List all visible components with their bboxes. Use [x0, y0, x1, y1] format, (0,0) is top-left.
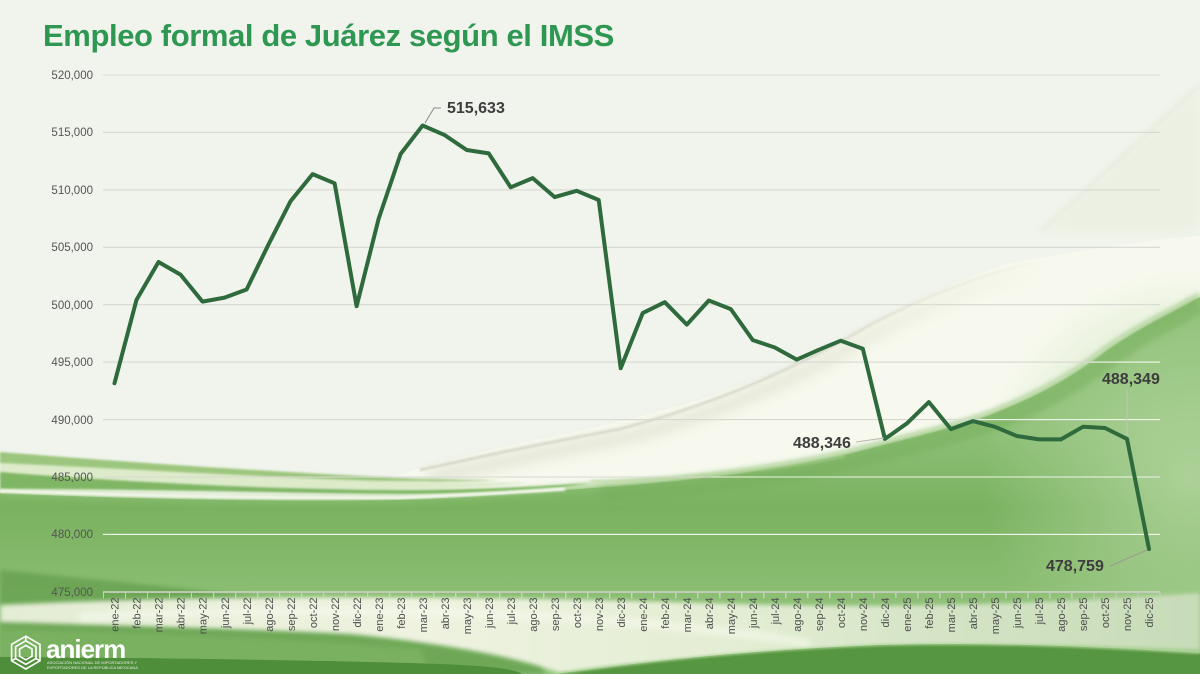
- svg-text:may-24: may-24: [726, 598, 738, 635]
- svg-text:480,000: 480,000: [51, 529, 93, 541]
- svg-text:jul-24: jul-24: [770, 598, 782, 626]
- svg-text:ene-25: ene-25: [902, 598, 914, 632]
- svg-text:oct-23: oct-23: [572, 598, 584, 629]
- svg-text:520,000: 520,000: [51, 70, 93, 82]
- svg-text:abr-22: abr-22: [176, 598, 188, 630]
- svg-text:ago-23: ago-23: [528, 598, 540, 632]
- svg-text:ene-24: ene-24: [638, 598, 650, 632]
- svg-text:may-25: may-25: [990, 598, 1002, 635]
- svg-text:dic-25: dic-25: [1144, 598, 1156, 628]
- svg-text:510,000: 510,000: [51, 185, 93, 197]
- svg-text:mar-23: mar-23: [418, 598, 430, 633]
- svg-text:515,633: 515,633: [447, 100, 505, 117]
- svg-text:500,000: 500,000: [51, 300, 93, 312]
- svg-text:sep-22: sep-22: [286, 598, 298, 632]
- svg-text:sep-23: sep-23: [550, 598, 562, 632]
- svg-text:jun-22: jun-22: [220, 598, 232, 630]
- svg-text:mar-22: mar-22: [154, 598, 166, 633]
- svg-text:ASOCIACIÓN NACIONAL DE IMPORTA: ASOCIACIÓN NACIONAL DE IMPORTADORES Y: [47, 660, 137, 665]
- svg-text:nov-23: nov-23: [594, 598, 606, 632]
- svg-text:nov-22: nov-22: [330, 598, 342, 632]
- svg-text:jun-25: jun-25: [1012, 598, 1024, 630]
- svg-text:jul-25: jul-25: [1034, 598, 1046, 626]
- svg-text:abr-24: abr-24: [704, 598, 716, 630]
- svg-text:abr-25: abr-25: [968, 598, 980, 630]
- svg-text:mar-24: mar-24: [682, 598, 694, 633]
- svg-text:feb-24: feb-24: [660, 598, 672, 629]
- svg-text:ene-22: ene-22: [110, 598, 122, 632]
- svg-text:jul-22: jul-22: [242, 598, 254, 626]
- svg-text:Empleo formal de Juárez según: Empleo formal de Juárez según el IMSS: [43, 18, 614, 53]
- svg-text:dic-24: dic-24: [880, 598, 892, 628]
- svg-text:jul-23: jul-23: [506, 598, 518, 626]
- svg-text:490,000: 490,000: [51, 415, 93, 427]
- svg-text:anierm: anierm: [46, 634, 125, 664]
- svg-text:ago-25: ago-25: [1056, 598, 1068, 632]
- svg-text:505,000: 505,000: [51, 242, 93, 254]
- svg-text:abr-23: abr-23: [440, 598, 452, 630]
- svg-text:475,000: 475,000: [51, 587, 93, 599]
- svg-text:ago-24: ago-24: [792, 598, 804, 632]
- svg-text:ene-23: ene-23: [374, 598, 386, 632]
- svg-text:sep-24: sep-24: [814, 598, 826, 632]
- svg-text:488,346: 488,346: [793, 435, 851, 452]
- svg-text:feb-23: feb-23: [396, 598, 408, 629]
- svg-text:mar-25: mar-25: [946, 598, 958, 633]
- svg-text:oct-25: oct-25: [1100, 598, 1112, 629]
- svg-text:478,759: 478,759: [1046, 558, 1104, 575]
- svg-text:nov-24: nov-24: [858, 598, 870, 632]
- svg-text:dic-23: dic-23: [616, 598, 628, 628]
- svg-text:EXPORTADORES DE LA REPÚBLICA M: EXPORTADORES DE LA REPÚBLICA MEXICANA: [47, 665, 138, 670]
- svg-text:feb-25: feb-25: [924, 598, 936, 629]
- svg-text:nov-25: nov-25: [1122, 598, 1134, 632]
- svg-text:oct-24: oct-24: [836, 598, 848, 629]
- svg-text:sep-25: sep-25: [1078, 598, 1090, 632]
- svg-text:jun-23: jun-23: [484, 598, 496, 630]
- svg-text:oct-22: oct-22: [308, 598, 320, 629]
- svg-text:may-22: may-22: [198, 598, 210, 635]
- svg-text:495,000: 495,000: [51, 357, 93, 369]
- svg-text:dic-22: dic-22: [352, 598, 364, 628]
- svg-text:ago-22: ago-22: [264, 598, 276, 632]
- svg-text:may-23: may-23: [462, 598, 474, 635]
- svg-text:485,000: 485,000: [51, 472, 93, 484]
- svg-text:488,349: 488,349: [1102, 371, 1160, 388]
- svg-text:feb-22: feb-22: [132, 598, 144, 629]
- svg-text:515,000: 515,000: [51, 127, 93, 139]
- svg-text:jun-24: jun-24: [748, 598, 760, 630]
